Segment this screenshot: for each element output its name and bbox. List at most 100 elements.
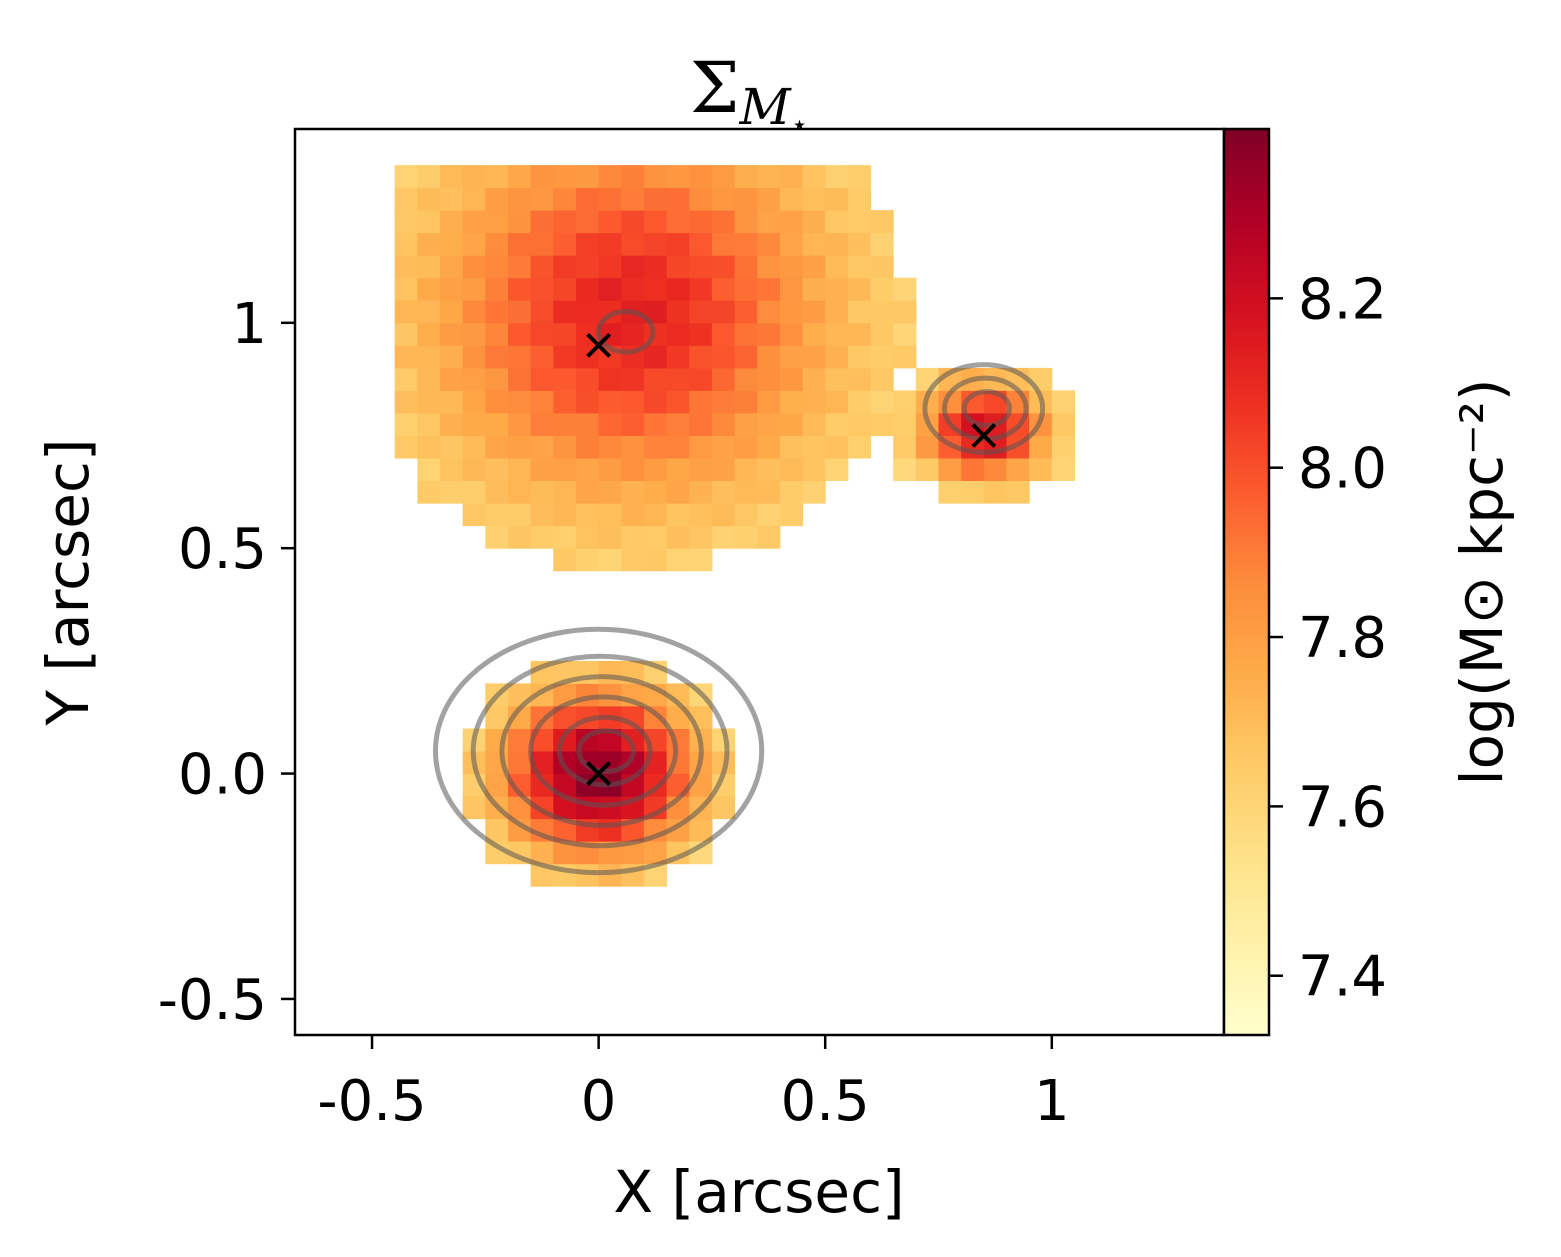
heatmap-cell (553, 773, 577, 797)
y-tick-label: -0.5 (158, 968, 267, 1033)
heatmap-cell (440, 345, 464, 369)
heatmap-cell (1029, 435, 1053, 459)
heatmap-cell (553, 458, 577, 481)
heatmap-cell (508, 165, 532, 189)
heatmap-cell (847, 413, 872, 436)
heatmap-cell (508, 322, 532, 346)
heatmap-cell (779, 435, 804, 459)
heatmap-cell (440, 458, 464, 481)
heatmap-cell (734, 503, 758, 527)
heatmap-cell (553, 210, 577, 234)
heatmap-cell (1006, 480, 1030, 504)
heatmap-cell (508, 345, 532, 369)
heatmap-cell (553, 480, 577, 504)
heatmap-cell (643, 390, 668, 414)
heatmap-cell (847, 322, 872, 346)
heatmap-cell (394, 413, 418, 436)
heatmap-cell (847, 187, 872, 211)
heatmap-cell (689, 165, 713, 189)
heatmap-cell (576, 367, 600, 391)
heatmap-cell (462, 458, 486, 481)
heatmap-cell (530, 367, 554, 391)
heatmap-cell (779, 413, 804, 436)
heatmap-cell (440, 255, 464, 279)
heatmap-cell (621, 277, 645, 301)
heatmap-cell (757, 232, 781, 256)
heatmap-cell (689, 458, 713, 481)
heatmap-cell (825, 187, 849, 211)
heatmap-cell (485, 435, 509, 459)
heatmap-cell (757, 367, 781, 391)
heatmap-cell (598, 413, 622, 436)
heatmap-cell (757, 390, 781, 414)
heatmap-cell (621, 751, 645, 774)
heatmap-cell (689, 232, 713, 256)
heatmap-cell (847, 277, 872, 301)
heatmap-cell (417, 255, 441, 279)
heatmap-cell (462, 322, 486, 346)
heatmap-cell (462, 503, 486, 527)
heatmap-cell (508, 525, 532, 549)
heatmap-cell (1051, 413, 1075, 436)
marker-stroke (586, 332, 612, 358)
heatmap-cell (598, 525, 622, 549)
heatmap-cell (757, 345, 781, 369)
heatmap-cell (779, 480, 804, 504)
colorbar-label: log(M⊙ kpc⁻²) (1448, 379, 1516, 786)
heatmap-cell (870, 255, 894, 279)
heatmap-cell (553, 187, 577, 211)
marker-stroke (586, 761, 612, 786)
heatmap-cell (576, 435, 600, 459)
heatmap-cell (802, 458, 826, 481)
heatmap-cell (530, 525, 554, 549)
heatmap-cell (643, 525, 668, 549)
heatmap-cell (417, 187, 441, 211)
marker-stroke (971, 423, 997, 448)
heatmap-cell (598, 390, 622, 414)
heatmap-cell (394, 390, 418, 414)
heatmap-cell (530, 458, 554, 481)
heatmap-cell (847, 165, 872, 189)
heatmap-cell (757, 525, 781, 549)
heatmap-cell (553, 525, 577, 549)
heatmap-cell (961, 390, 985, 414)
heatmap-cell (779, 345, 804, 369)
heatmap-cell (825, 413, 849, 436)
heatmap-cell (734, 255, 758, 279)
heatmap-cell (394, 210, 418, 234)
heatmap-cell (666, 367, 690, 391)
heatmap-cell (417, 413, 441, 436)
heatmap-cell (598, 165, 622, 189)
heatmap-cell (417, 322, 441, 346)
heatmap-cell (576, 413, 600, 436)
heatmap-cell (462, 390, 486, 414)
heatmap-cell (938, 458, 962, 481)
heatmap-cell (847, 300, 872, 324)
heatmap-cell (643, 277, 668, 301)
heatmap-cell (689, 300, 713, 324)
heatmap-cell (779, 232, 804, 256)
heatmap-cell (576, 503, 600, 527)
heatmap-cell (485, 210, 509, 234)
heatmap-cell (417, 458, 441, 481)
heatmap-cell (440, 480, 464, 504)
heatmap-cell (553, 165, 577, 189)
heatmap-cell (530, 480, 554, 504)
heatmap-cell (1051, 390, 1075, 414)
heatmap-cell (621, 390, 645, 414)
heatmap-cell (485, 367, 509, 391)
heatmap-cell (440, 300, 464, 324)
heatmap-cell (666, 548, 690, 572)
heatmap-cell (553, 548, 577, 572)
contour-line (961, 389, 1012, 428)
heatmap-cell (666, 277, 690, 301)
heatmap-cell (915, 367, 939, 391)
heatmap-cell (576, 232, 600, 256)
heatmap-cell (462, 277, 486, 301)
x-tick-label: -0.5 (317, 1069, 426, 1134)
heatmap-cell (666, 165, 690, 189)
heatmap-cell (598, 863, 622, 887)
heatmap-cell (802, 300, 826, 324)
heatmap-cell (485, 345, 509, 369)
heatmap-cell (440, 390, 464, 414)
